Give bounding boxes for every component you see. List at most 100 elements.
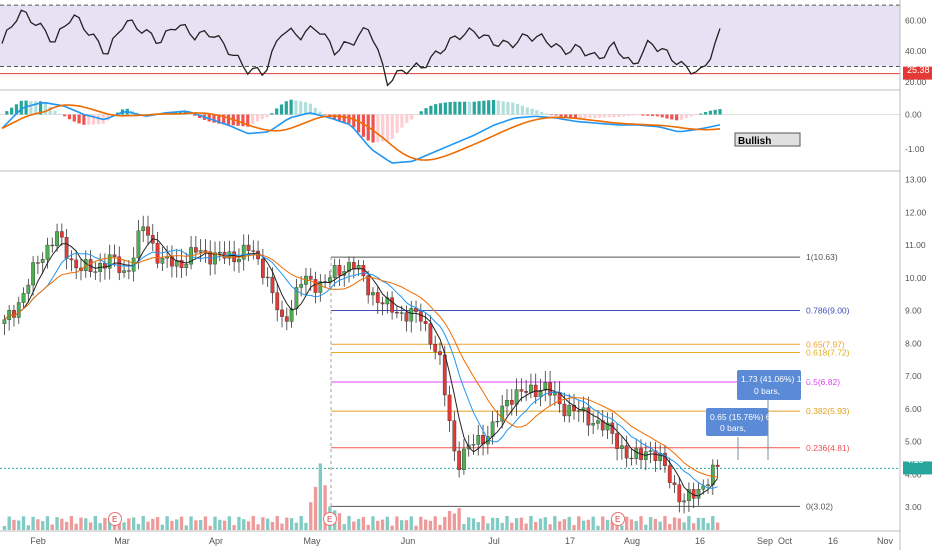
volume-bar (337, 513, 342, 530)
macd-histogram-bar (405, 114, 409, 124)
volume-bar (634, 520, 638, 530)
volume-bar (409, 516, 413, 530)
volume-bar (323, 485, 327, 530)
candle-body (141, 226, 146, 232)
macd-histogram-bar (34, 101, 38, 115)
volume-bar (246, 521, 251, 530)
candle-body (509, 399, 514, 405)
candle-body (213, 252, 217, 265)
volume-bar (452, 513, 457, 530)
volume-bar (2, 526, 7, 530)
volume-bar (165, 516, 169, 530)
macd-status-label: Bullish (738, 136, 771, 147)
macd-histogram-bar (197, 114, 202, 119)
candle-body (299, 284, 304, 288)
volume-bar (208, 525, 212, 530)
volume-bar (534, 521, 538, 530)
volume-bar (256, 524, 260, 530)
candle-body (380, 302, 385, 305)
macd-histogram-bar (14, 104, 19, 115)
candle-body (284, 316, 289, 322)
macd-histogram-bar (602, 114, 606, 118)
x-tick-label: 17 (565, 536, 575, 546)
candle-body (505, 399, 509, 407)
x-tick-label: Jul (488, 536, 500, 546)
volume-bar (41, 521, 45, 530)
candle-body (462, 448, 466, 470)
macd-histogram-bar (77, 114, 81, 124)
macd-histogram-bar (0, 114, 4, 116)
volume-bar (581, 520, 586, 530)
macd-histogram-bar (713, 109, 717, 115)
volume-bar (486, 523, 490, 530)
candle-body (433, 344, 438, 352)
macd-histogram-bar (578, 114, 582, 119)
volume-bar (428, 520, 433, 530)
current-price-badge (903, 461, 932, 475)
macd-histogram-bar (617, 114, 621, 117)
macd-histogram-bar (58, 113, 62, 115)
volume-bar (701, 517, 705, 530)
candle-body (438, 351, 442, 356)
volume-bar (639, 516, 643, 530)
macd-histogram-bar (583, 114, 587, 119)
candle-body (146, 226, 150, 236)
macd-histogram-bar (48, 106, 52, 115)
candle-body (418, 311, 423, 322)
volume-bar (60, 518, 64, 530)
price-tick-label: 12.00 (905, 207, 927, 217)
volume-bar (390, 525, 394, 530)
candle-body (696, 489, 701, 499)
volume-bar (663, 516, 667, 530)
macd-histogram-bar (193, 114, 197, 116)
candle-body (55, 231, 59, 247)
candle-body (93, 271, 98, 273)
x-tick-label: Oct (778, 536, 793, 546)
macd-histogram-bar (217, 114, 221, 124)
volume-bar (711, 516, 715, 530)
macd-histogram-bar (38, 101, 43, 115)
volume-bar (682, 522, 686, 530)
macd-histogram-bar (679, 114, 684, 120)
volume-bar (265, 518, 270, 530)
candle-body (629, 457, 634, 460)
rsi-pane (0, 4, 900, 87)
candle-body (371, 292, 375, 296)
macd-histogram-bar (5, 111, 9, 115)
candle-body (710, 464, 715, 485)
candle-body (16, 302, 21, 318)
volume-bar (715, 522, 720, 530)
volume-bar (624, 516, 629, 530)
volume-bar (447, 511, 452, 530)
macd-status-box (734, 132, 801, 147)
measure-box-1 (706, 408, 768, 436)
macd-histogram-bar (255, 114, 259, 122)
macd-histogram-bar (313, 107, 317, 115)
macd-histogram-bar (438, 103, 443, 115)
macd-histogram-bar (400, 114, 404, 128)
candle-body (193, 247, 198, 253)
volume-bar (98, 523, 102, 530)
volume-bar (275, 516, 279, 530)
volume-bar (471, 518, 476, 530)
candle-body (390, 297, 394, 313)
volume-bar (108, 517, 112, 530)
macd-histogram-bar (631, 114, 635, 116)
candle-body (26, 284, 31, 294)
volume-bar (562, 519, 567, 530)
candle-body (36, 262, 40, 264)
candle-body (260, 258, 265, 278)
volume-bar (198, 520, 203, 530)
rsi-band-fill (0, 5, 900, 67)
measure-box-1-line2: 0 bars, (720, 423, 746, 433)
candle-body (136, 230, 141, 259)
earnings-marker-circle (611, 512, 625, 526)
macd-histogram-bar (520, 105, 525, 115)
volume-bar (476, 522, 480, 530)
volume-bar (524, 523, 528, 530)
candle-body (332, 265, 337, 279)
candle-body (203, 250, 208, 252)
volume-bar (462, 524, 466, 530)
macd-histogram-bar (303, 102, 308, 115)
macd-tick-label: 0.00 (905, 110, 922, 120)
